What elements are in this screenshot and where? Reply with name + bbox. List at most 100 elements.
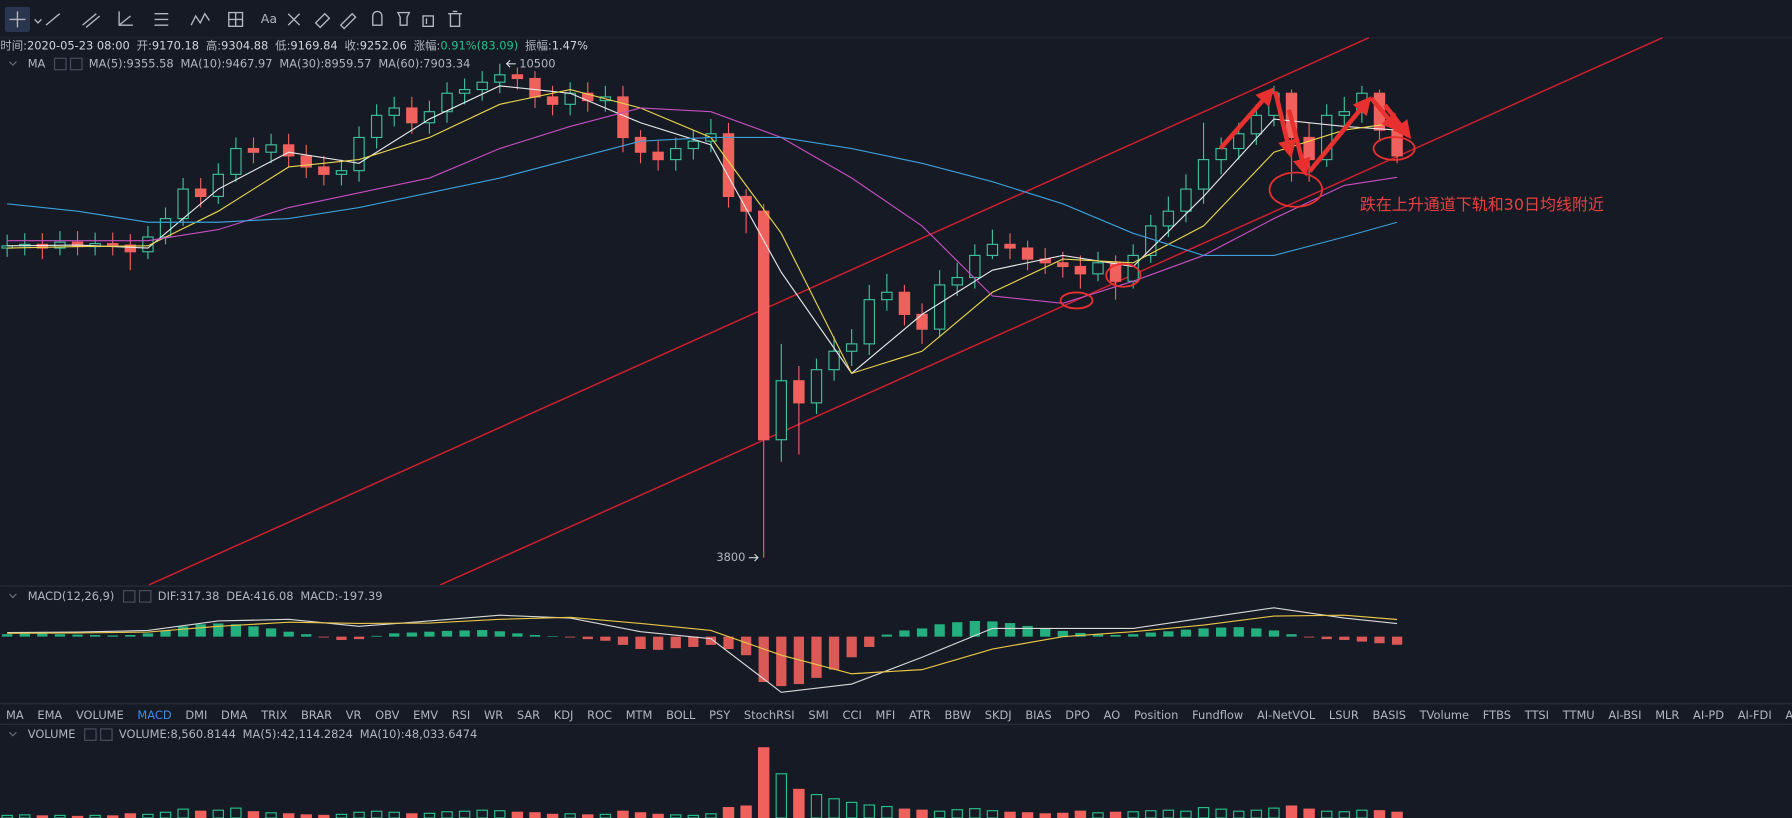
indicator-tab[interactable]: KDJ bbox=[554, 708, 574, 722]
candle-body bbox=[722, 133, 735, 198]
macd-bar bbox=[265, 628, 277, 637]
indicator-tab[interactable]: SAR bbox=[517, 708, 540, 722]
indicator-tab[interactable]: EMA bbox=[37, 708, 62, 722]
macd-line bbox=[7, 614, 1398, 675]
indicator-tab[interactable]: AO bbox=[1104, 708, 1121, 722]
info-value: 1.47% bbox=[552, 38, 588, 52]
indicator-tab[interactable]: StochRSI bbox=[744, 708, 795, 722]
indicator-tab[interactable]: BRAR bbox=[301, 708, 332, 722]
pane-title: MA bbox=[28, 56, 46, 70]
volume-bar bbox=[36, 815, 49, 818]
pane-icon bbox=[9, 731, 17, 737]
candle-body bbox=[810, 369, 823, 404]
candle-body bbox=[230, 147, 242, 175]
candle-body bbox=[265, 144, 277, 153]
pattern-tool[interactable] bbox=[190, 12, 210, 26]
lock-tool[interactable] bbox=[396, 11, 411, 26]
volume-bar bbox=[1233, 810, 1245, 818]
indicator-tab[interactable]: MACD bbox=[137, 708, 171, 722]
candle-body bbox=[476, 81, 488, 91]
chart-layer: 10500 3800 MA MA(5):9355.58 MA(10):9467.97 MA… bbox=[1, 56, 1403, 818]
candle-body bbox=[406, 107, 418, 124]
indicator-tab[interactable]: WR bbox=[484, 708, 503, 722]
indicator-tab[interactable]: Fundflow bbox=[1192, 708, 1243, 722]
candle-body bbox=[652, 151, 664, 161]
indicator-tab[interactable]: DMI bbox=[185, 708, 207, 722]
macd-bar bbox=[301, 634, 312, 637]
macd-bar bbox=[1163, 631, 1174, 637]
indicator-tab[interactable]: TTSI bbox=[1524, 708, 1549, 722]
macd-bar bbox=[1374, 636, 1385, 644]
volume-bar bbox=[582, 814, 594, 818]
candle-body bbox=[1057, 262, 1069, 268]
candle-body bbox=[916, 313, 928, 330]
trend-line-tool[interactable] bbox=[45, 13, 61, 26]
indicator-tab[interactable]: EMV bbox=[413, 708, 438, 722]
indicator-tab[interactable]: Position bbox=[1134, 708, 1178, 722]
info-label: 高: bbox=[206, 38, 221, 52]
indicator-tab[interactable]: MA bbox=[6, 708, 24, 722]
indicator-tab[interactable]: SKDJ bbox=[985, 708, 1012, 722]
indicator-tab[interactable]: BBW bbox=[945, 708, 972, 722]
indicator-tab[interactable]: DPO bbox=[1065, 708, 1090, 722]
delete-tool[interactable] bbox=[448, 10, 462, 27]
indicator-tab[interactable]: OBV bbox=[375, 708, 399, 722]
macd-bar bbox=[881, 634, 893, 637]
indicator-tab[interactable]: TVolume bbox=[1419, 708, 1469, 722]
macd-bar bbox=[864, 636, 875, 647]
indicator-tab[interactable]: MFI bbox=[876, 708, 896, 722]
text-tool[interactable]: Aa bbox=[261, 11, 277, 26]
indicator-tab[interactable]: AI-NetVOL bbox=[1257, 708, 1316, 722]
indicator-tab[interactable]: AI-FDI bbox=[1738, 708, 1772, 722]
candle-body bbox=[670, 147, 682, 161]
indicator-tab[interactable]: MTM bbox=[626, 708, 653, 722]
indicator-tab[interactable]: AI-PD bbox=[1693, 708, 1724, 722]
volume-bar bbox=[458, 810, 471, 818]
candle-body bbox=[757, 210, 770, 441]
brush-tool[interactable] bbox=[287, 13, 301, 26]
indicator-tab[interactable]: LSUR bbox=[1329, 708, 1359, 722]
indicator-tab[interactable]: TTMU bbox=[1562, 708, 1595, 722]
indicator-tab[interactable]: CCI bbox=[843, 708, 862, 722]
info-value: 9169.84 bbox=[290, 38, 337, 52]
macd-bar bbox=[89, 634, 101, 637]
indicator-tab[interactable]: FTBS bbox=[1483, 708, 1511, 722]
indicator-tab[interactable]: AI-BSI bbox=[1608, 708, 1641, 722]
indicator-tab[interactable]: BASIS bbox=[1372, 708, 1405, 722]
parallel-tool[interactable] bbox=[82, 13, 101, 28]
volume-bar bbox=[757, 747, 770, 818]
angle-tool[interactable] bbox=[118, 11, 133, 26]
magnet-tool[interactable] bbox=[372, 10, 383, 26]
indicator-tab[interactable]: BOLL bbox=[666, 708, 696, 722]
fib-tool[interactable] bbox=[154, 13, 169, 26]
indicator-tab[interactable]: PSY bbox=[709, 708, 730, 722]
hide-tool[interactable] bbox=[422, 15, 434, 27]
indicator-tab[interactable]: TRIX bbox=[260, 708, 287, 722]
volume-bar bbox=[916, 809, 928, 818]
indicator-tab[interactable]: DMA bbox=[221, 708, 248, 722]
indicator-tab[interactable]: RSI bbox=[452, 708, 471, 722]
measure-tool[interactable] bbox=[228, 11, 244, 27]
candle-body bbox=[1250, 114, 1263, 135]
candle-body bbox=[828, 350, 840, 371]
indicator-tab[interactable]: VOLUME bbox=[76, 708, 124, 722]
volume-bar bbox=[282, 813, 295, 818]
eraser-tool[interactable] bbox=[314, 12, 331, 29]
indicator-tab[interactable]: BIAS bbox=[1025, 708, 1051, 722]
macd-bar bbox=[142, 633, 154, 637]
indicator-tab[interactable]: ROC bbox=[587, 708, 612, 722]
candle-body bbox=[177, 188, 189, 220]
indicator-tab[interactable]: MLR bbox=[1655, 708, 1679, 722]
indicator-tab[interactable]: VR bbox=[346, 708, 362, 722]
macd-bar bbox=[336, 636, 347, 640]
macd-bar bbox=[441, 630, 453, 637]
pane-icon bbox=[138, 590, 152, 603]
indicator-tab[interactable]: ATR bbox=[909, 708, 931, 722]
indicator-tab[interactable]: AI-LI bbox=[1785, 708, 1792, 722]
macd-bar bbox=[1075, 632, 1086, 637]
macd-bar bbox=[1145, 632, 1156, 637]
indicator-tab[interactable]: SMI bbox=[808, 708, 828, 722]
candle-body bbox=[335, 170, 348, 175]
ruler-tool[interactable] bbox=[339, 12, 357, 30]
volume-bar bbox=[1373, 810, 1386, 818]
